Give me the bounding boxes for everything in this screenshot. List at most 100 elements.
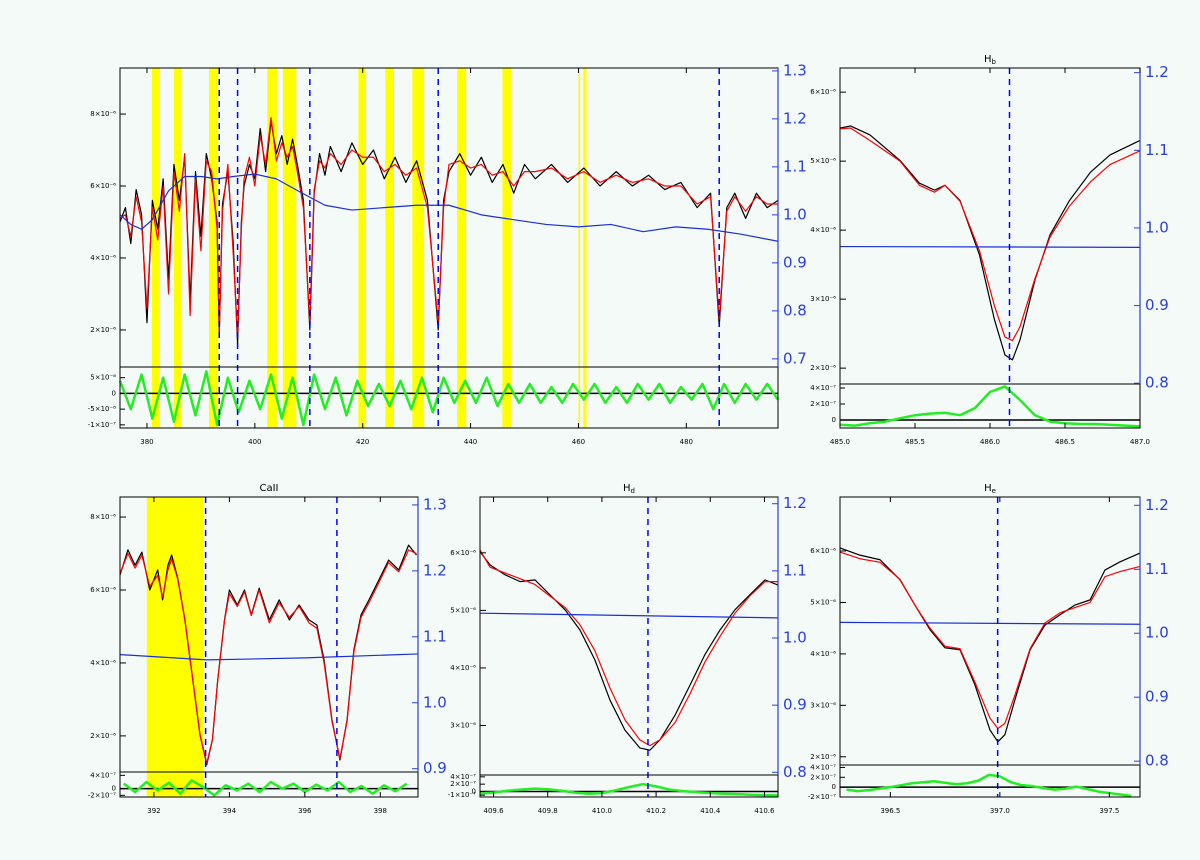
residual-tick-label: 4×10⁻⁷: [450, 773, 476, 781]
residual-frame: [479, 774, 779, 798]
masked-region: [151, 68, 160, 428]
y2-tick-label: 1.0: [1145, 218, 1169, 236]
residual-frame: [119, 366, 779, 429]
title-text: CaII: [259, 483, 278, 494]
residual-tick-label: -2×10⁻⁷: [88, 791, 116, 799]
masked-region: [457, 68, 467, 428]
residual-tick-label: 4×10⁻⁷: [810, 384, 836, 392]
residual-tick-label: 0: [472, 788, 476, 796]
y2-tick-label: 0.9: [783, 696, 807, 714]
panel: 392 394 396 398 2×10⁻⁶ 4×10⁻⁶ 6×10⁻⁶ 8×10⁻⁶ 0.9 1…: [88, 483, 447, 815]
residual-tick-label: -2×10⁻⁷: [808, 793, 836, 801]
x-tick-label: 480: [680, 438, 693, 446]
y-tick-label: 4×10⁻⁶: [810, 226, 836, 234]
title-subscript: d: [631, 487, 635, 495]
y2-tick-label: 1.0: [423, 693, 447, 711]
y2-tick-label: 1.2: [783, 494, 807, 512]
residual-tick-label: 2×10⁻⁷: [810, 400, 836, 408]
spectrum-line: [119, 117, 778, 338]
title-subscript: e: [992, 487, 996, 495]
y2-tick-label: 1.1: [423, 627, 447, 645]
x-tick-label: 486.5: [1055, 438, 1075, 446]
masked-region: [412, 68, 425, 428]
y2-tick-label: 0.8: [783, 301, 807, 319]
residual-tick-label: 2×10⁻⁷: [450, 780, 476, 788]
masked-region: [583, 68, 587, 428]
x-tick-label: 485.0: [830, 438, 850, 446]
continuum-line: [479, 612, 779, 619]
panel-title: He: [984, 483, 996, 495]
title-text: H: [623, 483, 631, 494]
y-tick-label: 2×10⁻⁶: [90, 326, 116, 334]
residual-tick-label: -5×10⁻⁸: [88, 405, 116, 413]
residual-line: [839, 385, 1141, 428]
y-tick-label: 8×10⁻⁶: [90, 110, 116, 118]
y-tick-label: 2×10⁻⁶: [810, 364, 836, 372]
residual-tick-label: -1×10⁻⁷: [448, 791, 476, 799]
masked-region: [385, 68, 394, 428]
y-tick-label: 6×10⁻⁶: [450, 549, 476, 557]
y-tick-label: 4×10⁻⁶: [90, 659, 116, 667]
x-tick-label: 397.5: [1099, 807, 1119, 815]
y2-tick-label: 1.0: [1145, 624, 1169, 642]
y2-tick-label: 0.7: [783, 349, 807, 367]
x-tick-label: 440: [464, 438, 477, 446]
x-tick-label: 486.0: [980, 438, 1000, 446]
spectrum-line: [119, 549, 417, 764]
y2-tick-label: 1.1: [1145, 560, 1169, 578]
spectrum-line: [839, 127, 1141, 342]
residual-line: [846, 773, 1132, 798]
y2-tick-label: 1.0: [783, 629, 807, 647]
continuum-line: [119, 173, 779, 242]
y2-tick-label: 0.8: [1145, 752, 1169, 770]
masked-region: [282, 68, 297, 428]
x-tick-label: 420: [356, 438, 369, 446]
y2-tick-label: 1.3: [423, 495, 447, 513]
y-tick-label: 8×10⁻⁶: [90, 513, 116, 521]
y-tick-label: 5×10⁻⁶: [810, 598, 836, 606]
y2-tick-label: 0.9: [1145, 296, 1169, 314]
x-tick-label: 460: [572, 438, 585, 446]
y-tick-label: 4×10⁻⁶: [450, 664, 476, 672]
residual-frame: [119, 771, 419, 798]
y-tick-label: 5×10⁻⁶: [810, 157, 836, 165]
title-text: H: [984, 483, 992, 494]
y-tick-label: 5×10⁻⁶: [450, 606, 476, 614]
residual-tick-label: 0: [112, 785, 116, 793]
x-tick-label: 397.0: [990, 807, 1010, 815]
y-tick-label: 2×10⁻⁶: [90, 732, 116, 740]
y-tick-label: 4×10⁻⁶: [90, 254, 116, 262]
y2-tick-label: 1.1: [1145, 141, 1169, 159]
masked-region: [578, 68, 581, 428]
x-tick-label: 400: [248, 438, 261, 446]
x-tick-label: 409.6: [484, 807, 505, 815]
masked-region: [208, 68, 219, 428]
y-tick-label: 6×10⁻⁶: [90, 182, 116, 190]
residual-tick-label: 0: [112, 389, 116, 397]
residual-line: [479, 782, 779, 797]
masked-region: [267, 68, 277, 428]
x-tick-label: 392: [147, 807, 160, 815]
x-tick-label: 398: [374, 807, 387, 815]
residual-tick-label: 0: [832, 416, 836, 424]
title-text: H: [984, 54, 992, 65]
panel: 380 400 420 440 460 480 2×10⁻⁶ 4×10⁻⁶ 6×10⁻⁶ 8×10…: [88, 61, 807, 446]
x-tick-label: 396.5: [880, 807, 900, 815]
x-tick-label: 380: [140, 438, 153, 446]
continuum-line: [839, 621, 1141, 625]
masked-region: [358, 68, 366, 428]
y-tick-label: 3×10⁻⁶: [810, 295, 836, 303]
continuum-line: [119, 653, 419, 661]
y2-tick-label: 0.9: [783, 253, 807, 271]
y2-tick-label: 0.8: [783, 763, 807, 781]
spectrum-line: [479, 549, 778, 747]
x-tick-label: 410.2: [646, 807, 666, 815]
masked-region: [502, 68, 512, 428]
y2-tick-label: 1.1: [783, 157, 807, 175]
x-tick-label: 409.8: [538, 807, 558, 815]
y2-tick-label: 1.2: [1145, 496, 1169, 514]
continuum-line: [839, 245, 1141, 248]
residual-tick-label: 4×10⁻⁷: [90, 771, 116, 779]
y2-tick-label: 1.3: [783, 61, 807, 79]
